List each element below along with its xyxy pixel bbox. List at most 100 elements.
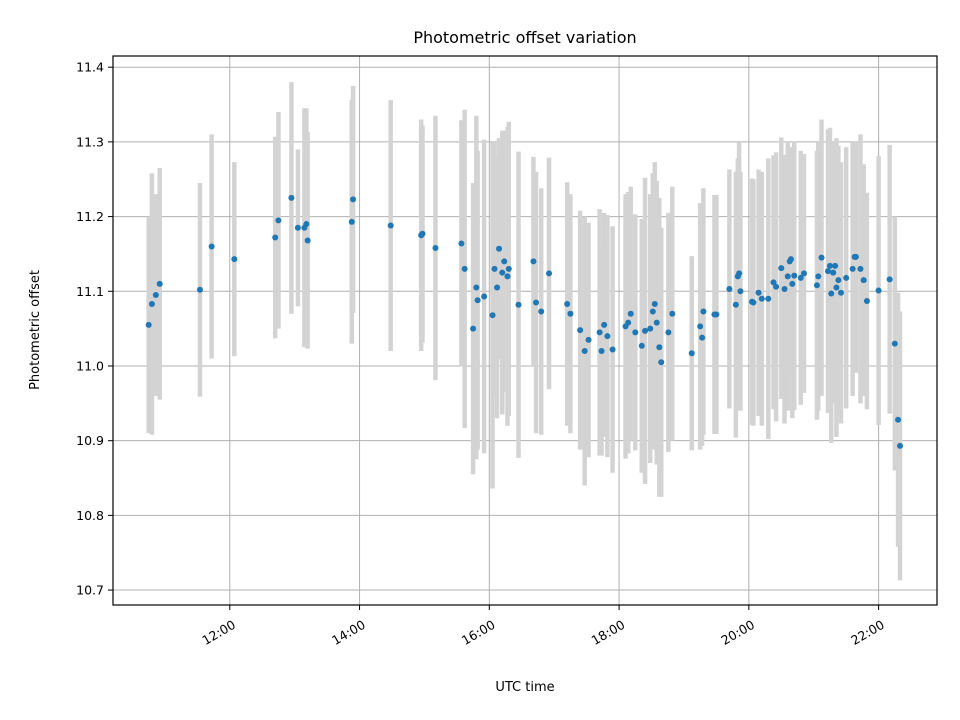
y-tick-label: 10.9 [76,433,104,448]
y-tick-label: 11.4 [76,60,104,75]
data-point [826,262,833,269]
data-point [828,290,835,297]
data-point [604,333,611,340]
data-point [625,319,632,326]
data-point [148,300,155,307]
data-point [895,416,902,423]
y-axis-label: Photometric offset [28,270,43,390]
data-point [797,274,804,281]
data-point [458,240,465,247]
x-axis-label: UTC time [495,680,554,695]
data-point [837,289,844,296]
data-point [788,256,795,263]
data-point [755,289,762,296]
y-tick-label: 11.2 [76,209,104,224]
data-point [653,319,660,326]
data-point [656,344,663,351]
data-point [651,300,658,307]
data-point [294,224,301,231]
data-point [152,292,159,299]
data-point [852,253,859,260]
data-point [843,274,850,281]
data-point [196,286,203,293]
data-point [627,310,634,317]
data-point [601,321,608,328]
plot-frame [112,55,938,606]
data-point [665,329,672,336]
data-point [726,286,733,293]
data-point [494,284,501,291]
plot-area [113,56,937,605]
data-point [784,273,791,280]
data-point [499,269,506,276]
data-point [504,273,511,280]
data-point [857,265,864,272]
data-point [758,295,765,302]
data-point [609,346,616,353]
data-points [145,194,904,449]
data-point [288,194,295,201]
data-point [813,282,820,289]
data-point [800,270,807,277]
data-point [642,327,649,334]
data-point [700,308,707,315]
data-point [530,258,537,265]
data-point [156,280,163,287]
data-point [688,350,695,357]
data-point [145,321,152,328]
data-point [824,268,831,275]
data-point [501,258,508,265]
data-point [350,196,357,203]
data-point [699,334,706,341]
data-point [208,243,215,250]
data-point [658,359,665,366]
data-point [781,286,788,293]
data-point [489,312,496,319]
data-point [538,308,545,315]
y-tick-label: 10.7 [76,583,104,598]
data-point [585,336,592,343]
data-point [791,272,798,279]
data-point [863,297,870,304]
data-point [835,277,842,284]
data-point [546,270,553,277]
y-tick-label: 10.8 [76,508,104,523]
data-point [481,293,488,300]
data-point [461,265,468,272]
data-point [732,301,739,308]
data-point [564,300,571,307]
data-point [419,230,426,237]
data-point [713,311,720,318]
data-point [765,295,772,302]
data-point [304,237,311,244]
data-point [886,276,893,283]
data-point [897,442,904,449]
data-point [533,299,540,306]
data-point [778,265,785,272]
data-point [473,284,480,291]
data-point [632,329,639,336]
data-point [272,234,279,241]
data-point [505,265,512,272]
data-point [860,277,867,284]
data-point [773,283,780,290]
data-point [697,323,704,330]
data-point [567,310,574,317]
y-tick-label: 11.3 [76,134,104,149]
data-point [833,284,840,291]
data-point [348,218,355,225]
data-point [669,310,676,317]
data-point [491,265,498,272]
data-point [387,222,394,229]
data-point [581,348,588,355]
data-point [474,297,481,304]
data-point [432,244,439,251]
data-point [832,262,839,269]
data-point [577,327,584,334]
data-point [638,342,645,349]
data-point [737,288,744,295]
data-point [875,287,882,294]
data-point [496,245,503,252]
data-point [750,299,757,306]
